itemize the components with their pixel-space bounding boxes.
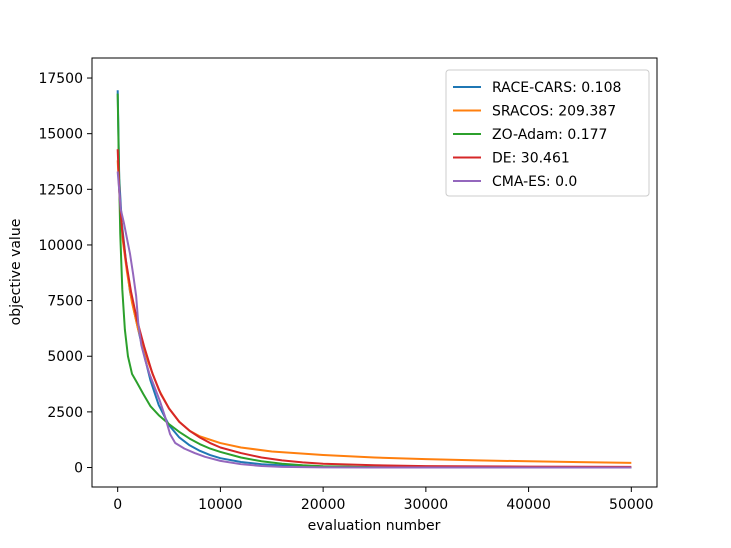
series-line-4 bbox=[116, 171, 632, 469]
legend-label-0: RACE-CARS: 0.108 bbox=[492, 80, 621, 96]
series-lines bbox=[116, 90, 632, 469]
plot-frame bbox=[91, 57, 658, 488]
y-axis: 0 2500 5000 7500 10000 12500 15000 17500 bbox=[38, 71, 92, 477]
x-axis: 0 10000 20000 30000 40000 50000 bbox=[113, 487, 654, 513]
legend-label-1: SRACOS: 209.387 bbox=[492, 104, 616, 120]
legend: RACE-CARS: 0.108 SRACOS: 209.387 ZO-Adam: … bbox=[445, 69, 650, 197]
x-tick-label: 50000 bbox=[609, 497, 654, 513]
series-line-2 bbox=[116, 93, 632, 469]
x-tick-label: 40000 bbox=[506, 497, 551, 513]
y-tick-label: 5000 bbox=[47, 349, 83, 365]
x-tick-label: 20000 bbox=[301, 497, 346, 513]
x-tick-label: 0 bbox=[113, 497, 122, 513]
y-tick-label: 15000 bbox=[38, 127, 83, 143]
y-tick-label: 0 bbox=[74, 461, 83, 477]
x-tick-label: 10000 bbox=[198, 497, 243, 513]
legend-label-3: DE: 30.461 bbox=[492, 151, 570, 167]
y-axis-label: objective value bbox=[8, 219, 24, 326]
y-tick-label: 17500 bbox=[38, 71, 83, 87]
series-line-3 bbox=[116, 149, 632, 468]
y-tick-label: 2500 bbox=[47, 405, 83, 421]
y-tick-label: 12500 bbox=[38, 182, 83, 198]
x-tick-label: 30000 bbox=[404, 497, 449, 513]
y-tick-label: 10000 bbox=[38, 238, 83, 254]
legend-box bbox=[445, 69, 650, 197]
y-tick-label: 7500 bbox=[47, 294, 83, 310]
x-axis-label: evaluation number bbox=[308, 518, 441, 534]
legend-label-2: ZO-Adam: 0.177 bbox=[492, 127, 607, 143]
legend-label-4: CMA-ES: 0.0 bbox=[492, 174, 577, 190]
